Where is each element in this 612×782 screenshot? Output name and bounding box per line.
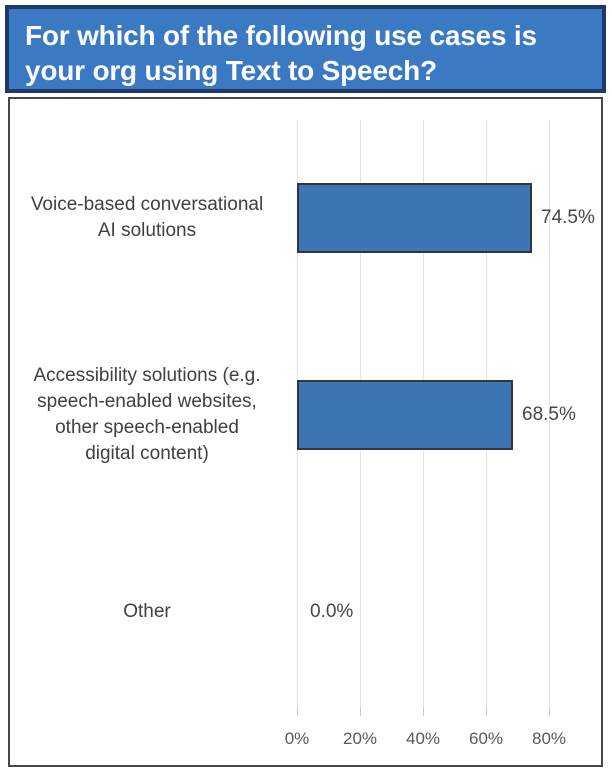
title-banner: For which of the following use cases is … bbox=[5, 5, 606, 93]
category-label-line: Accessibility solutions (e.g. bbox=[33, 365, 261, 386]
gridline-80pct bbox=[549, 120, 550, 708]
bar bbox=[297, 183, 532, 253]
x-tick-label: 40% bbox=[405, 729, 441, 748]
tick-mark-0pct bbox=[297, 708, 298, 716]
x-tick-label: 20% bbox=[342, 729, 378, 748]
category-label-line: AI solutions bbox=[97, 220, 197, 241]
tick-mark-40pct bbox=[423, 708, 424, 716]
value-label: 74.5% bbox=[541, 207, 595, 228]
chart-title-line-2: your org using Text to Speech? bbox=[25, 55, 437, 86]
bar bbox=[297, 380, 513, 450]
tick-mark-60pct bbox=[486, 708, 487, 716]
x-tick-label: 80% bbox=[531, 729, 567, 748]
x-tick-label: 60% bbox=[468, 729, 504, 748]
tick-mark-20pct bbox=[360, 708, 361, 716]
chart-title-line-1: For which of the following use cases is bbox=[25, 20, 537, 51]
value-label: 0.0% bbox=[310, 601, 354, 622]
x-tick-label: 0% bbox=[284, 729, 310, 748]
value-label: 68.5% bbox=[522, 404, 576, 425]
category-label-line: speech-enabled websites, bbox=[37, 391, 257, 412]
chart-panel: Voice-based conversational AI solutions … bbox=[8, 97, 603, 767]
tick-mark-80pct bbox=[549, 708, 550, 716]
category-label-line: other speech-enabled bbox=[55, 417, 239, 438]
category-label-line: digital content) bbox=[85, 443, 209, 464]
category-label-line: Other bbox=[123, 601, 171, 622]
category-label-line: Voice-based conversational bbox=[30, 194, 264, 215]
category-label: Accessibility solutions (e.g. speech-ena… bbox=[12, 363, 282, 467]
category-label: Other bbox=[12, 599, 282, 625]
category-label: Voice-based conversational AI solutions bbox=[12, 192, 282, 244]
